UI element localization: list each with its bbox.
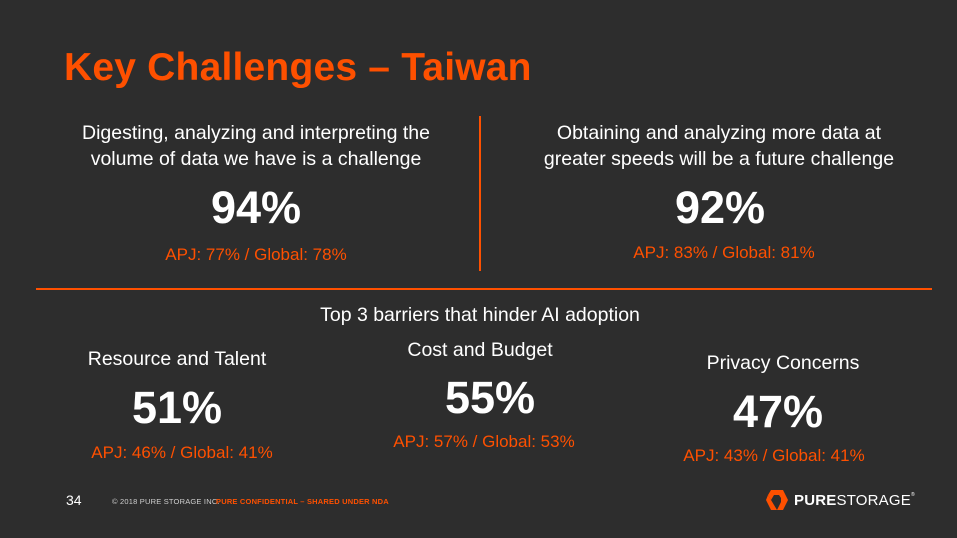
- barrier-label-cost: Cost and Budget: [407, 339, 553, 361]
- stat-comparison-data-speed: APJ: 83% / Global: 81%: [633, 243, 815, 262]
- barrier-comparison-resource: APJ: 46% / Global: 41%: [91, 443, 273, 462]
- barrier-label-privacy: Privacy Concerns: [706, 352, 860, 374]
- barrier-value-privacy: 47%: [732, 386, 824, 437]
- statement-line: Obtaining and analyzing more data at: [556, 122, 882, 144]
- stat-value-data-speed: 92%: [674, 182, 766, 233]
- statement-data-volume: Digesting, analyzing and interpreting th…: [40, 120, 472, 172]
- logo-registered-mark: ®: [910, 491, 915, 498]
- statement-line: volume of data we have is a challenge: [90, 148, 422, 170]
- logo-word-pure: PURE: [794, 491, 837, 509]
- confidentiality-notice: PURE CONFIDENTIAL – SHARED UNDER NDA: [216, 497, 389, 506]
- page-number: 34: [66, 492, 82, 508]
- statement-line: greater speeds will be a future challeng…: [543, 148, 895, 170]
- slide-title: Key Challenges – Taiwan: [64, 46, 532, 89]
- barriers-heading: Top 3 barriers that hinder AI adoption: [320, 304, 640, 326]
- barrier-value-resource: 51%: [131, 382, 223, 433]
- barrier-comparison-privacy: APJ: 43% / Global: 41%: [683, 446, 865, 465]
- statement-data-speed: Obtaining and analyzing more data at gre…: [500, 120, 938, 172]
- barrier-comparison-cost: APJ: 57% / Global: 53%: [393, 432, 575, 451]
- pure-storage-logo: PURESTORAGE®: [766, 487, 915, 513]
- copyright-notice: © 2018 PURE STORAGE INC.: [112, 497, 220, 506]
- barrier-label-resource: Resource and Talent: [87, 348, 267, 370]
- barrier-value-cost: 55%: [444, 372, 536, 423]
- vertical-divider: [479, 116, 481, 271]
- logo-word-storage: STORAGE: [836, 491, 911, 509]
- pure-storage-logo-icon: [766, 490, 788, 510]
- stat-comparison-data-volume: APJ: 77% / Global: 78%: [165, 245, 347, 264]
- statement-line: Digesting, analyzing and interpreting th…: [82, 122, 430, 144]
- logo-wordmark: PURESTORAGE®: [794, 492, 915, 509]
- stat-value-data-volume: 94%: [210, 182, 302, 233]
- horizontal-divider: [36, 288, 932, 290]
